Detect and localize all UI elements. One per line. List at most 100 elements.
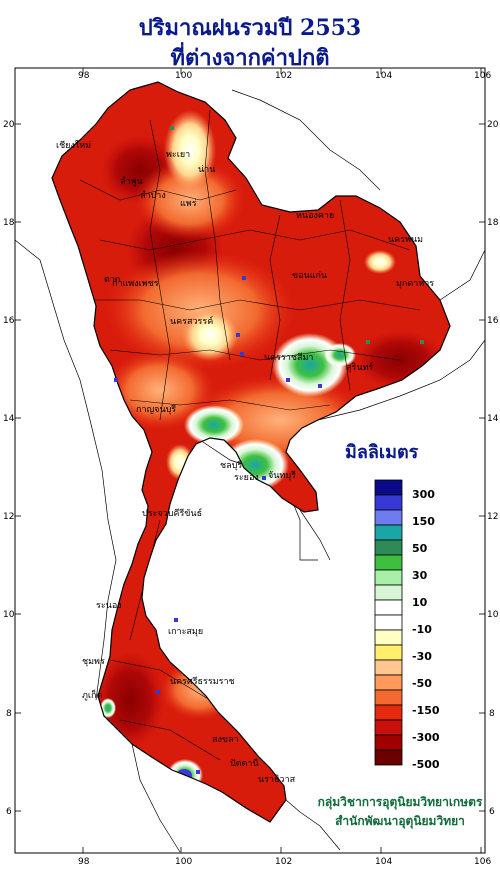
lat-tick-label: 8	[489, 709, 495, 719]
place-label: นครราชสีมา	[264, 352, 313, 363]
place-label: ระนอง	[96, 601, 122, 611]
lon-tick-label: 102	[275, 857, 292, 867]
lat-tick-label: 20	[3, 120, 15, 130]
legend-label: -10	[412, 623, 432, 636]
lon-tick-label: 104	[375, 71, 392, 81]
place-label: นครพนม	[388, 235, 423, 245]
place-label: แพร่	[180, 199, 197, 209]
lat-tick-label: 14	[487, 414, 499, 424]
place-label: นราธิวาส	[258, 774, 296, 785]
lat-labels-right: 20 18 16 14 12 10 8 6	[487, 120, 499, 817]
legend-swatch	[374, 659, 403, 676]
lat-tick-label: 10	[487, 610, 499, 620]
lon-tick-label: 98	[78, 857, 90, 867]
lat-tick-label: 20	[487, 120, 499, 130]
lon-labels-top: 98 100 102 104 106	[78, 71, 491, 81]
legend-label: 50	[412, 542, 428, 555]
graticule-ticks	[15, 68, 485, 853]
legend-swatch	[374, 509, 403, 526]
place-label: ลำพูน	[120, 176, 143, 187]
legend-title: มิลลิเมตร	[345, 442, 419, 463]
place-label: กำแพงเพชร	[112, 278, 159, 289]
place-label: เกาะสมุย	[168, 627, 203, 637]
place-label: กาญจนบุรี	[136, 404, 176, 415]
neighbour-borders	[14, 89, 486, 853]
place-label: สุรินทร์	[346, 361, 373, 373]
legend-swatch	[374, 494, 403, 511]
place-label: ขอนแก่น	[292, 271, 327, 281]
legend-swatch	[374, 644, 403, 661]
legend-label: -500	[412, 758, 440, 771]
place-label: น่าน	[198, 165, 215, 175]
legend-swatch	[374, 734, 403, 751]
lat-tick-label: 8	[6, 709, 12, 719]
place-label: ลำปาง	[140, 190, 166, 201]
place-label: จันทบุรี	[268, 470, 296, 481]
legend-swatch	[374, 524, 403, 541]
legend-label: -50	[412, 677, 432, 690]
place-label: มุกดาหาร	[396, 279, 434, 289]
lon-labels-bottom: 98 100 102 104 106	[78, 857, 491, 867]
legend-label: 30	[412, 569, 428, 582]
lon-tick-label: 100	[175, 71, 192, 81]
legend-swatch	[374, 539, 403, 556]
legend-swatch	[374, 749, 403, 766]
place-label: หนองคาย	[296, 211, 334, 221]
legend-swatch	[374, 674, 403, 691]
lon-tick-label: 98	[78, 71, 90, 81]
legend-swatch	[374, 629, 403, 646]
legend-swatch	[374, 719, 403, 736]
legend-label: 300	[412, 488, 435, 501]
legend-swatch	[374, 704, 403, 721]
lon-tick-label: 100	[175, 857, 192, 867]
place-label: ประจวบคีรีขันธ์	[142, 507, 202, 519]
lon-tick-label: 106	[474, 71, 491, 81]
place-labels: เชียงใหม่ พะเยา น่าน แพร่ ลำพูน ลำปาง หน…	[56, 140, 434, 785]
place-label: เชียงใหม่	[56, 140, 91, 151]
legend-swatch	[374, 569, 403, 586]
lat-tick-label: 14	[3, 414, 15, 424]
place-label: ชลบุรี	[220, 460, 242, 471]
map-title-line2: ที่ต่างจากค่าปกติ	[170, 45, 330, 71]
lat-tick-label: 10	[3, 610, 15, 620]
place-label: ปัตตานี	[230, 758, 259, 769]
place-label: ระยอง	[234, 473, 259, 483]
legend-label: 150	[412, 515, 435, 528]
station-markers	[114, 126, 424, 774]
legend-swatch	[374, 689, 403, 706]
place-label: พะเยา	[166, 150, 190, 160]
place-label: สงขลา	[212, 735, 239, 745]
credit-line1: กลุ่มวิชาการอุตุนิยมวิทยาเกษตร	[317, 795, 483, 809]
legend-label: 10	[412, 596, 428, 609]
place-label: นครศรีธรรมราช	[170, 676, 235, 687]
lat-tick-label: 16	[487, 316, 499, 326]
legend-labels: 300 150 50 30 10 -10 -30 -50 -150 -300 -…	[412, 488, 440, 771]
legend-colorbar	[374, 479, 403, 766]
lat-tick-label: 16	[3, 316, 15, 326]
legend-swatch	[374, 599, 403, 616]
lat-tick-label: 18	[3, 218, 15, 228]
lon-tick-label: 104	[375, 857, 392, 867]
lat-tick-label: 6	[6, 807, 12, 817]
lat-tick-label: 6	[489, 807, 495, 817]
legend-swatch	[374, 584, 403, 601]
place-label: ชุมพร	[82, 657, 105, 667]
lat-tick-label: 12	[487, 512, 498, 522]
lat-labels-left: 20 18 16 14 12 10 8 6	[3, 120, 15, 817]
place-label: นครสวรรค์	[170, 315, 213, 327]
lon-tick-label: 106	[474, 857, 491, 867]
lat-tick-label: 12	[3, 512, 14, 522]
legend-label: -150	[412, 704, 440, 717]
legend-label: -300	[412, 731, 440, 744]
lon-tick-label: 102	[275, 71, 292, 81]
map-title-line1: ปริมาณฝนรวมปี 2553	[138, 15, 362, 41]
legend-label: -30	[412, 650, 432, 663]
place-label: ภูเก็ต	[82, 688, 102, 701]
legend-swatch	[374, 479, 403, 496]
legend-swatch	[374, 554, 403, 571]
legend-swatch	[374, 614, 403, 631]
credit-line2: สำนักพัฒนาอุตุนิยมวิทยา	[335, 814, 465, 828]
lat-tick-label: 18	[487, 218, 499, 228]
place-label: ตาก	[104, 275, 120, 285]
